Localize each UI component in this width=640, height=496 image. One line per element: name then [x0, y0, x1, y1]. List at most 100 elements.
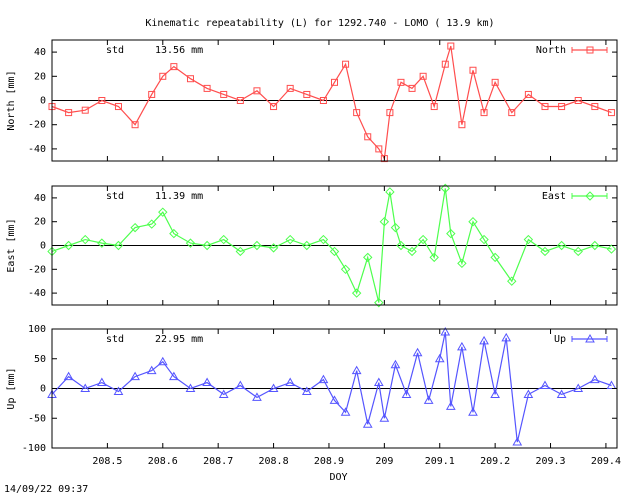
data-point [457, 258, 467, 269]
legend-label: East [542, 191, 566, 202]
data-point [185, 383, 196, 392]
data-point [430, 103, 438, 111]
x-tick-label: 209.3 [535, 456, 565, 467]
data-point [374, 297, 384, 308]
data-point [606, 380, 617, 390]
data-point [541, 103, 549, 111]
data-point [490, 389, 500, 398]
std-label: std [106, 45, 124, 56]
data-point [501, 332, 512, 342]
data-point [556, 389, 567, 398]
y-tick-label: 0 [40, 384, 46, 395]
data-point [491, 78, 499, 86]
y-tick-label: 20 [34, 71, 46, 82]
data-point [375, 145, 383, 153]
data-point [113, 240, 124, 251]
data-point [340, 407, 351, 416]
data-point [63, 240, 74, 251]
y-axis-label: East [mm] [6, 218, 17, 272]
data-point [407, 246, 417, 257]
y-tick-label: 100 [28, 324, 46, 335]
y-axis-label: North [mm] [6, 70, 17, 130]
legend-label: North [536, 45, 566, 56]
data-point [540, 380, 550, 390]
data-point [507, 276, 517, 286]
data-point [96, 377, 107, 387]
data-point [65, 109, 73, 117]
data-point [236, 97, 244, 104]
data-point [318, 234, 329, 245]
data-point [373, 377, 384, 387]
data-point [97, 238, 107, 248]
y-tick-label: -40 [28, 288, 46, 299]
data-point [445, 401, 456, 410]
std-value: 13.56 mm [155, 45, 203, 56]
legend-label: Up [554, 334, 566, 345]
data-point [385, 187, 395, 197]
data-point [63, 371, 74, 381]
data-point [203, 84, 211, 92]
data-point [113, 386, 124, 395]
data-point [218, 389, 229, 398]
data-point [591, 103, 599, 111]
data-point [479, 234, 489, 245]
data-point [423, 395, 434, 404]
data-point [390, 359, 401, 369]
data-point [318, 374, 329, 384]
data-point [185, 238, 196, 248]
data-point [219, 234, 229, 245]
data-point [390, 222, 401, 233]
data-point [440, 183, 450, 194]
data-point [130, 222, 140, 233]
legend-marker [585, 333, 595, 343]
y-tick-label: -20 [28, 264, 46, 275]
data-point [457, 341, 467, 351]
data-point [252, 392, 262, 401]
std-value: 11.39 mm [155, 191, 203, 202]
data-point [379, 413, 390, 422]
data-point [252, 240, 262, 251]
data-point [235, 246, 246, 257]
data-point [220, 90, 228, 98]
data-point [589, 374, 600, 384]
data-point [408, 84, 416, 92]
data-point [285, 234, 295, 245]
y-axis-label: Up [mm] [6, 367, 17, 409]
data-point [524, 90, 532, 98]
data-point [331, 78, 338, 86]
data-point [429, 252, 439, 263]
data-point [573, 383, 584, 392]
panels: 40 20 0 -20 -40 North [mm] std 13.56 mm North 40 2… [6, 39, 621, 483]
data-point [202, 240, 212, 251]
series-line [51, 188, 612, 303]
data-point [490, 252, 500, 263]
data-point [268, 383, 279, 392]
data-point [80, 234, 90, 245]
data-point [468, 407, 478, 416]
data-point [158, 207, 168, 217]
data-point [480, 109, 488, 117]
data-point [556, 240, 567, 251]
data-point [80, 383, 91, 392]
data-point [397, 78, 405, 86]
data-point [342, 60, 350, 68]
data-point [303, 90, 311, 98]
data-point [458, 121, 466, 129]
data-point [386, 109, 394, 117]
data-point [81, 106, 89, 114]
data-point [353, 109, 361, 117]
legend-marker [585, 191, 595, 201]
x-tick-label: 208.7 [203, 456, 233, 467]
data-point [340, 264, 351, 275]
x-tick-label: 208.6 [148, 456, 178, 467]
data-point [159, 72, 167, 80]
series-line [51, 331, 612, 443]
data-point [170, 63, 178, 71]
timestamp: 14/09/22 09:37 [4, 484, 88, 495]
x-tick-label: 209.1 [425, 456, 455, 467]
data-point [363, 252, 373, 263]
x-tick-label: 209 [375, 456, 393, 467]
std-label: std [106, 191, 124, 202]
data-point [270, 103, 278, 111]
